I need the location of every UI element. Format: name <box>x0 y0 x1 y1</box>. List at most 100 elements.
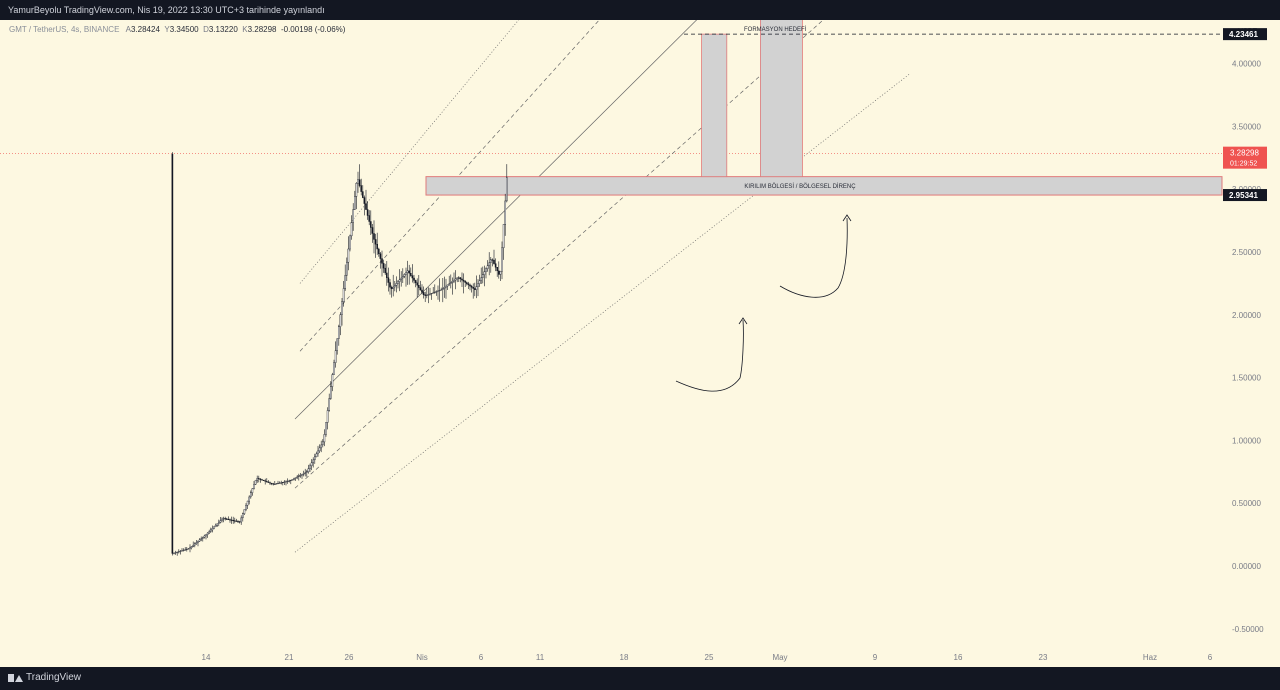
candle-body <box>470 285 473 288</box>
candle-body <box>338 326 340 339</box>
candle-body <box>219 520 222 523</box>
candle-body <box>286 480 289 482</box>
candle-body <box>494 263 497 268</box>
candle-body <box>323 434 326 443</box>
channel-line <box>294 20 824 489</box>
candle-body <box>378 248 380 254</box>
candle-body <box>275 483 278 485</box>
candle-body <box>267 481 270 483</box>
candle-body <box>197 540 199 543</box>
candle-body <box>352 209 355 223</box>
x-tick-label: 6 <box>479 653 484 662</box>
candle-body <box>306 471 308 473</box>
tradingview-logo[interactable]: TradingView <box>8 672 81 683</box>
candle-body <box>445 285 447 288</box>
candle-body <box>384 267 387 274</box>
current-price-text: 3.28298 <box>1230 149 1259 158</box>
candle-body <box>182 549 185 551</box>
candle-body <box>478 280 481 284</box>
x-tick-label: 11 <box>536 653 545 662</box>
candle-body <box>416 282 419 286</box>
candle-body <box>174 552 177 554</box>
candle-body <box>382 263 385 269</box>
candle-body <box>322 441 324 446</box>
candle-body <box>469 284 471 287</box>
channel-line <box>299 20 520 284</box>
candle-body <box>506 177 508 202</box>
candle-body <box>246 500 249 506</box>
price-chart[interactable]: 8.000007.500007.000006.500006.000005.500… <box>0 20 1280 667</box>
candle-body <box>333 362 335 375</box>
current-price-badge <box>1223 146 1267 169</box>
candle-body <box>448 283 451 286</box>
candle-body <box>185 548 188 550</box>
candle-body <box>499 271 502 275</box>
candle-body <box>301 474 303 476</box>
candle-body <box>288 480 291 482</box>
candle-body <box>235 520 238 522</box>
candle-body <box>259 478 262 480</box>
candle-body <box>299 474 302 477</box>
candle-body <box>227 518 230 520</box>
candle-body <box>365 203 367 210</box>
level-price-text: 2.95341 <box>1229 191 1258 200</box>
candle-body <box>354 196 356 210</box>
candle-body <box>269 482 271 484</box>
candle-body <box>376 244 379 250</box>
candle-body <box>485 268 487 272</box>
candle-body <box>176 551 179 553</box>
candle-body <box>290 479 292 481</box>
candle-body <box>456 277 459 280</box>
x-tick-label: 26 <box>345 653 354 662</box>
open-key: A <box>125 25 131 34</box>
candle-body <box>440 289 443 291</box>
candle-body <box>201 537 204 539</box>
high-value: 3.34500 <box>169 25 199 34</box>
x-tick-label: May <box>772 653 787 662</box>
candle-body <box>477 283 479 287</box>
level-price-text: 4.23461 <box>1229 30 1258 39</box>
candle-body <box>248 496 251 502</box>
candle-body <box>266 481 268 483</box>
candle-body <box>205 534 207 537</box>
candle-body <box>179 550 182 552</box>
candle-body <box>314 456 316 461</box>
candle-body <box>325 422 327 435</box>
candle-body <box>472 287 475 289</box>
candle-body <box>435 291 438 293</box>
low-key: D <box>203 25 209 34</box>
close-value: 3.28298 <box>247 25 277 34</box>
candle-body <box>285 481 287 483</box>
close-key: K <box>242 25 248 34</box>
candle-body <box>318 447 321 452</box>
candle-body <box>213 526 215 529</box>
candle-body <box>198 539 201 542</box>
candle-body <box>206 532 209 535</box>
candle-body <box>451 281 454 283</box>
candle-body <box>504 200 507 225</box>
candle-body <box>230 519 233 521</box>
candle-body <box>254 479 257 485</box>
candle-body <box>430 293 433 295</box>
candle-body <box>443 287 446 289</box>
candle-body <box>245 505 247 510</box>
chart-area[interactable]: 8.000007.500007.000006.500006.000005.500… <box>0 20 1280 667</box>
target-bar <box>701 33 728 178</box>
candle-body <box>482 274 484 278</box>
candle-body <box>249 492 252 498</box>
candle-body <box>200 538 203 541</box>
candle-body <box>414 280 417 284</box>
candle-body <box>496 267 499 272</box>
channel-line <box>294 20 698 420</box>
level-price-badge <box>1223 189 1267 202</box>
candle-body <box>461 278 463 281</box>
candle-body <box>446 284 449 287</box>
y-tick-label: 4.00000 <box>1232 60 1261 69</box>
candle-body <box>421 289 423 293</box>
candle-body <box>173 552 175 554</box>
candle-body <box>362 191 364 198</box>
candle-body <box>432 292 435 294</box>
candle-body <box>402 276 404 279</box>
tradingview-logo-icon <box>8 673 23 682</box>
channel-line <box>294 73 911 553</box>
